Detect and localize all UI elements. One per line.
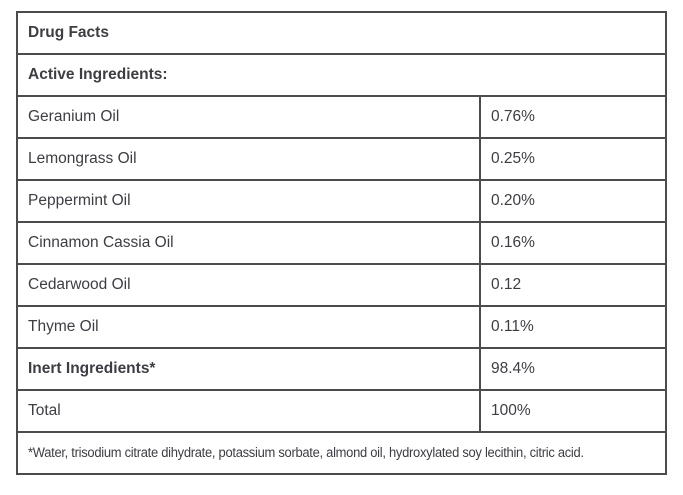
ingredient-value: 0.25% <box>479 137 667 181</box>
ingredient-row-thyme: Thyme Oil 0.11% <box>16 305 667 349</box>
table-title-row: Drug Facts <box>16 11 667 55</box>
ingredient-name: Cinnamon Cassia Oil <box>16 221 481 265</box>
ingredient-name: Thyme Oil <box>16 305 481 349</box>
ingredient-value: 0.12 <box>479 263 667 307</box>
table-title: Drug Facts <box>16 11 667 55</box>
inert-ingredients-row: Inert Ingredients* 98.4% <box>16 347 667 391</box>
ingredient-name: Total <box>16 389 481 433</box>
ingredient-name: Lemongrass Oil <box>16 137 481 181</box>
ingredient-row-peppermint: Peppermint Oil 0.20% <box>16 179 667 223</box>
ingredient-row-lemongrass: Lemongrass Oil 0.25% <box>16 137 667 181</box>
ingredient-name: Geranium Oil <box>16 95 481 139</box>
ingredient-value: 0.20% <box>479 179 667 223</box>
ingredient-value: 0.76% <box>479 95 667 139</box>
ingredient-value: 100% <box>479 389 667 433</box>
section-header-row: Active Ingredients: <box>16 53 667 97</box>
ingredient-value: 0.16% <box>479 221 667 265</box>
footnote-row: *Water, trisodium citrate dihydrate, pot… <box>16 431 667 475</box>
drug-facts-table: Drug Facts Active Ingredients: Geranium … <box>16 11 667 475</box>
footnote-cell: *Water, trisodium citrate dihydrate, pot… <box>16 431 667 475</box>
total-row: Total 100% <box>16 389 667 433</box>
ingredient-name: Inert Ingredients* <box>16 347 481 391</box>
ingredient-name: Peppermint Oil <box>16 179 481 223</box>
ingredient-row-cinnamon-cassia: Cinnamon Cassia Oil 0.16% <box>16 221 667 265</box>
ingredient-row-cedarwood: Cedarwood Oil 0.12 <box>16 263 667 307</box>
ingredient-value: 0.11% <box>479 305 667 349</box>
footnote-text: *Water, trisodium citrate dihydrate, pot… <box>28 445 584 460</box>
ingredient-name: Cedarwood Oil <box>16 263 481 307</box>
section-header: Active Ingredients: <box>16 53 667 97</box>
ingredient-value: 98.4% <box>479 347 667 391</box>
ingredient-row-geranium: Geranium Oil 0.76% <box>16 95 667 139</box>
